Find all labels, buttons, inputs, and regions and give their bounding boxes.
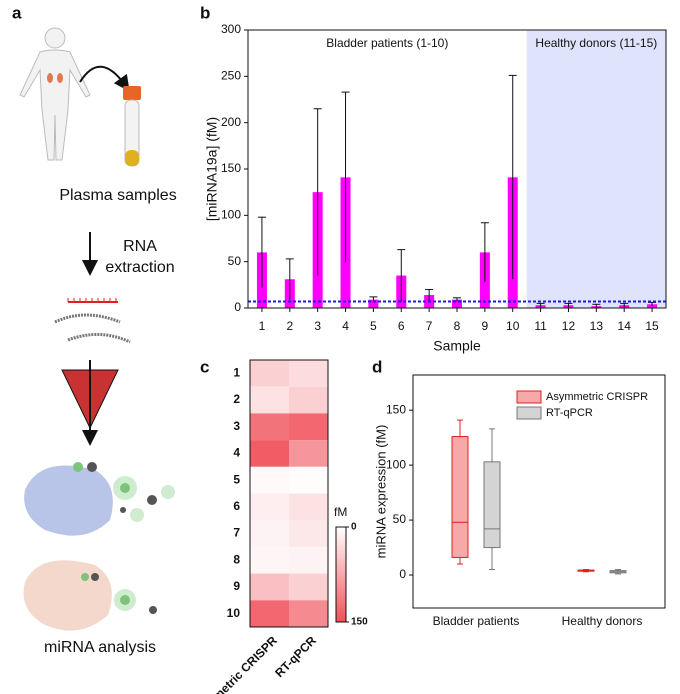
x-tick-label: 6 <box>398 319 405 333</box>
x-tick-label: 1 <box>259 319 266 333</box>
annotation: Bladder patients (1-10) <box>326 36 448 50</box>
y-tick-label: 150 <box>386 402 406 416</box>
x-tick-label: 15 <box>645 319 659 333</box>
y-tick-label: 150 <box>221 161 241 175</box>
x-tick-label: 14 <box>618 319 632 333</box>
colorbar-tick-label: 0 <box>351 522 357 533</box>
y-tick-label: 100 <box>221 208 241 222</box>
x-tick-label: 7 <box>426 319 433 333</box>
row-label: 9 <box>233 579 240 593</box>
heatmap-cell <box>289 573 328 601</box>
heatmap-cell <box>289 520 328 547</box>
legend-label: RT-qPCR <box>546 407 593 419</box>
heatmap-cell <box>289 600 328 627</box>
row-label: 4 <box>233 446 240 460</box>
step-label: RNA <box>123 238 157 255</box>
x-tick-label: 3 <box>314 319 321 333</box>
heatmap-cell <box>250 440 289 467</box>
shaded-region <box>526 30 666 308</box>
y-tick-label: 300 <box>221 22 241 36</box>
row-label: 5 <box>233 472 240 486</box>
diagram: a Plasma samples RNA extraction miRNA an… <box>12 3 177 656</box>
x-tick-label: Healthy donors <box>562 614 643 628</box>
step-label: Plasma samples <box>59 187 176 204</box>
heatmap-cell <box>250 386 289 414</box>
x-tick-label: 13 <box>590 319 604 333</box>
box <box>483 461 501 549</box>
y-axis-label: [miRNA19a] (fM) <box>204 117 220 221</box>
heatmap-cell <box>289 493 328 521</box>
heatmap-cell <box>289 546 328 574</box>
heatmap-cell <box>250 360 289 387</box>
y-tick-label: 50 <box>228 254 242 268</box>
box <box>451 436 469 558</box>
heatmap-frame <box>249 359 329 628</box>
y-tick-label: 100 <box>386 457 406 471</box>
x-axis-label: Sample <box>433 338 481 354</box>
bar <box>368 299 379 308</box>
column-label: RT-qPCR <box>272 633 319 680</box>
colorbar-tick-label: 150 <box>351 617 368 628</box>
heatmap-cell <box>250 520 289 547</box>
heatmap-cell <box>250 573 289 601</box>
x-tick-label: Bladder patients <box>433 614 520 628</box>
heatmap-cell <box>250 493 289 521</box>
legend-label: Asymmetric CRISPR <box>546 391 648 403</box>
row-label: 7 <box>233 526 240 540</box>
x-tick-label: 4 <box>342 319 349 333</box>
heatmap-cell <box>289 413 328 441</box>
y-tick-label: 0 <box>234 300 241 314</box>
y-tick-label: 50 <box>393 512 407 526</box>
panel-label: c <box>200 357 209 376</box>
x-tick-label: 9 <box>482 319 489 333</box>
row-label: 2 <box>233 392 240 406</box>
heatmap-cell <box>250 600 289 627</box>
plot-frame <box>412 374 666 609</box>
x-tick-label: 2 <box>286 319 293 333</box>
heatmap-cell <box>250 413 289 441</box>
step-label: miRNA analysis <box>44 639 156 656</box>
panel-label: d <box>372 357 382 376</box>
x-tick-label: 12 <box>562 319 576 333</box>
legend-swatch <box>516 390 542 404</box>
colorbar-label: fM <box>334 505 347 519</box>
x-tick-label: 8 <box>454 319 461 333</box>
colorbar <box>335 526 347 623</box>
heatmap-cell <box>289 360 328 387</box>
heatmap-cell <box>250 466 289 494</box>
heatmap-cell <box>289 466 328 494</box>
step-label: extraction <box>105 259 174 276</box>
heatmap-cell <box>250 546 289 574</box>
y-tick-label: 0 <box>399 567 406 581</box>
y-tick-label: 200 <box>221 115 241 129</box>
row-label: 10 <box>227 606 241 620</box>
legend-swatch <box>516 406 542 420</box>
heatmap-cell <box>289 386 328 414</box>
x-tick-label: 5 <box>370 319 377 333</box>
y-tick-label: 250 <box>221 69 241 83</box>
y-axis-label: miRNA expression (fM) <box>373 425 388 559</box>
column-label: Asymmetric CRISPR <box>187 633 280 694</box>
panel-label: b <box>200 3 210 22</box>
row-label: 6 <box>233 499 240 513</box>
panel-label: a <box>12 3 22 22</box>
row-label: 1 <box>233 366 240 380</box>
row-label: 8 <box>233 552 240 566</box>
bar <box>452 299 462 308</box>
x-tick-label: 11 <box>534 319 547 333</box>
x-tick-label: 10 <box>506 319 520 333</box>
plot-frame <box>247 29 667 309</box>
annotation: Healthy donors (11-15) <box>535 36 657 50</box>
row-label: 3 <box>233 419 240 433</box>
heatmap-cell <box>289 440 328 467</box>
